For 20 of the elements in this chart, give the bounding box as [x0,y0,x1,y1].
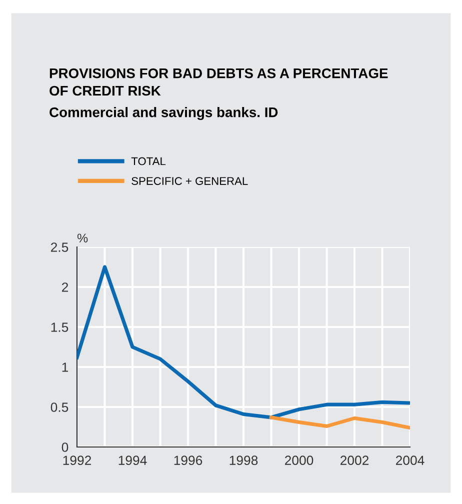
line-series [269,416,410,430]
y-tick-label: 2.5 [50,242,68,252]
legend-label: SPECIFIC + GENERAL [132,177,248,185]
x-tick-label: 2002 [340,456,369,466]
y-tick-label: 1.5 [51,322,68,332]
x-tick-label: 1992 [63,456,92,466]
chart-title: PROVISIONS FOR BAD DEBTS AS A PERCENTAGE OF CREDIT RISK [50,68,388,96]
y-tick-label: 1 [62,362,68,372]
line-series [77,265,410,420]
y-tick-label: 2 [62,282,68,292]
chart-subtitle: Commercial and savings banks. ID [50,107,278,120]
x-tick-label: 1996 [174,456,202,466]
x-tick-label: 1994 [118,456,147,466]
y-tick-label: 0.5 [50,402,68,412]
y-tick-label: 0 [62,442,68,452]
x-tick-label: 2004 [396,456,424,466]
x-tick-label: 1998 [230,456,258,466]
legend-label: TOTAL [131,157,166,166]
x-tick-label: 2000 [284,456,314,466]
y-axis-title: % [77,234,88,242]
